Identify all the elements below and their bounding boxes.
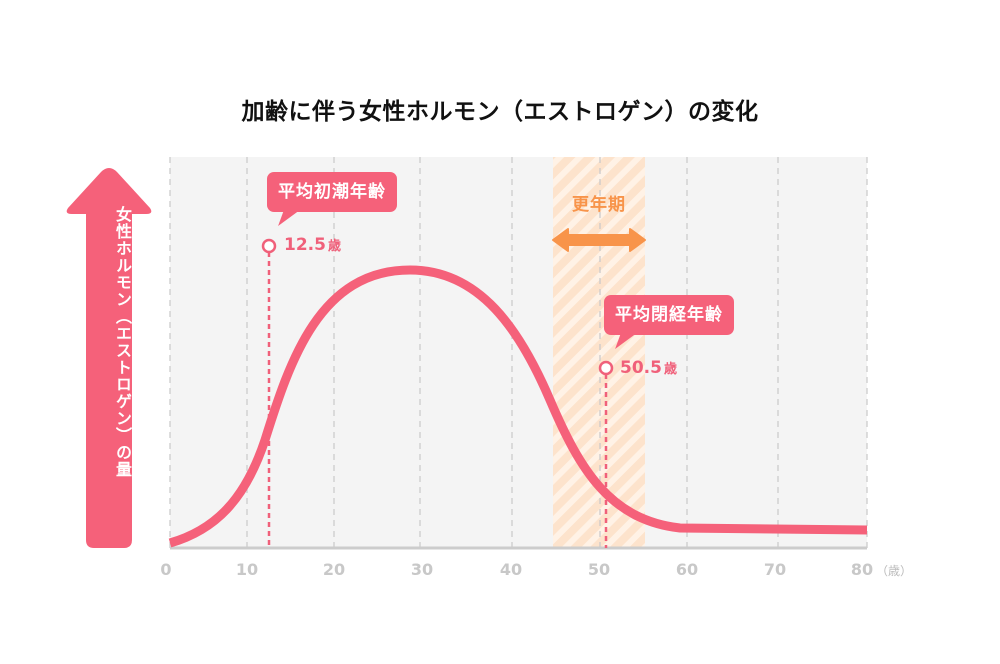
menarche-marker-dot (261, 238, 277, 254)
menarche-age: 12.5 歳 (284, 235, 341, 255)
menarche-label-bubble: 平均初潮年齢 (267, 172, 397, 212)
x-tick-0: 0 (160, 560, 172, 579)
menopause-label: 平均閉経年齢 (615, 305, 723, 325)
x-tick-40: 40 (499, 560, 523, 579)
estrogen-curve (168, 265, 868, 548)
x-tick-10: 10 (235, 560, 259, 579)
menarche-age-unit: 歳 (327, 239, 341, 254)
x-tick-80: 80 (850, 560, 874, 579)
climacteric-label: 更年期 (572, 195, 626, 215)
y-axis-label: 女性ホルモン（エストロゲン）の量 (113, 206, 132, 478)
x-tick-50: 50 (587, 560, 611, 579)
menopause-age-unit: 歳 (663, 362, 677, 377)
menopause-age-value: 50.5 (620, 358, 662, 378)
y-axis-arrow (66, 168, 152, 548)
menopause-age: 50.5 歳 (620, 358, 677, 378)
climacteric-range-arrow (552, 228, 646, 252)
x-tick-20: 20 (322, 560, 346, 579)
plot-area (170, 157, 867, 548)
x-axis-unit: （歳） (876, 564, 913, 578)
menarche-age-value: 12.5 (284, 235, 326, 255)
x-tick-30: 30 (410, 560, 434, 579)
chart-title: 加齢に伴う女性ホルモン（エストロゲン）の変化 (241, 99, 759, 125)
menarche-label: 平均初潮年齢 (278, 182, 386, 202)
x-tick-60: 60 (675, 560, 699, 579)
menopause-label-bubble: 平均閉経年齢 (604, 295, 734, 335)
menopause-marker-dot (598, 360, 614, 376)
x-tick-70: 70 (763, 560, 787, 579)
